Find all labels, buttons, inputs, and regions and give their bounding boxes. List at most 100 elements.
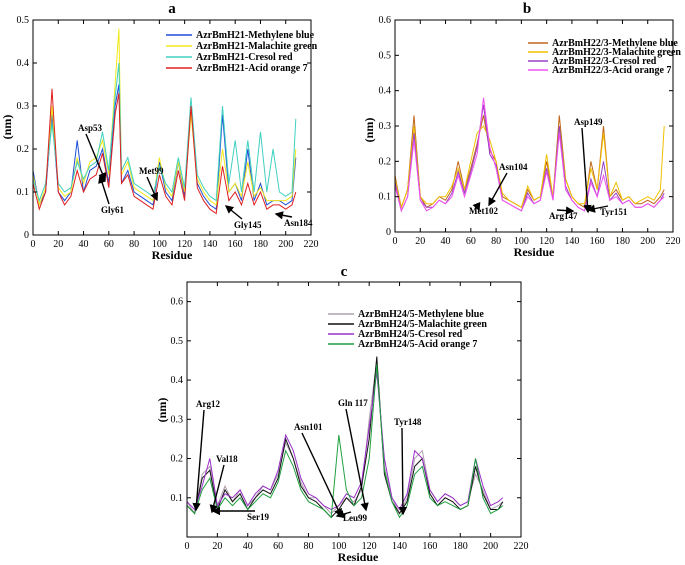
x-tick-label: 60 (273, 541, 283, 552)
y-tick-label: 0.6 (171, 297, 184, 308)
x-tick-label: 120 (177, 239, 192, 250)
y-tick-label: 0.3 (171, 414, 184, 425)
x-tick-label: 220 (666, 236, 681, 247)
y-tick-label: 0.4 (17, 58, 30, 69)
x-axis-label: Residue (514, 245, 555, 259)
annotation-label: Tyr148 (394, 417, 422, 427)
annotation-label: Met99 (139, 166, 164, 176)
annotation-label: Asp53 (78, 123, 103, 133)
annotation-arrow (146, 176, 159, 202)
x-tick-label: 180 (453, 541, 468, 552)
annotation-arrow (581, 127, 592, 214)
series-line-0-3 (33, 88, 297, 215)
legend-entry: AzrBmH22/3-Methylene blue (552, 38, 678, 49)
annotation-label: Asn184 (284, 218, 313, 228)
legend-entry: AzrBmH22/3-Acid orange 7 (552, 65, 671, 76)
series-line-1-1 (395, 125, 665, 210)
x-tick-label: 160 (228, 239, 243, 250)
x-tick-label: 100 (152, 239, 167, 250)
x-axis-label: Residue (152, 248, 193, 262)
y-tick-label: 0.1 (379, 192, 392, 203)
y-tick-label: 0.1 (171, 493, 184, 504)
y-axis-label: (nm) (155, 398, 169, 423)
x-tick-label: 20 (415, 236, 425, 247)
annotation-arrow (301, 432, 342, 518)
y-tick-label: 0.5 (171, 336, 184, 347)
annotation-label: Tyr151 (600, 207, 628, 217)
y-tick-label: 0 (386, 227, 391, 238)
panel-c: 0 20 40 60 80 100 120 140 160 180 200 220 0.1 0.2 0.3 0… (155, 264, 529, 564)
x-tick-label: 80 (491, 236, 501, 247)
x-tick-label: 160 (590, 236, 605, 247)
panel-a: 0 20 40 60 80 100 120 140 160 180 200 220 0 0.1 0.2 0.3… (0, 1, 319, 262)
legend-entry: AzrBmH22/3-Malachite green (552, 47, 681, 58)
x-tick-label: 60 (466, 236, 476, 247)
x-tick-label: 140 (392, 541, 407, 552)
y-tick-label: 0.2 (379, 156, 392, 167)
x-tick-label: 0 (31, 239, 36, 250)
annotation-label: Gly61 (101, 205, 125, 215)
panel-label: a (168, 1, 176, 17)
annotation-arrow (335, 510, 352, 519)
annotation-label: Arg12 (196, 399, 220, 409)
annotation-arrow (586, 204, 609, 213)
legend-entry: AzrBmH24/5-Malachite green (358, 319, 487, 330)
y-axis-label: (nm) (0, 115, 14, 140)
legend-entry: AzrBmH21-Acid orange 7 (196, 63, 308, 74)
annotation-label: Asn101 (294, 422, 323, 432)
y-tick-label: 0.3 (17, 101, 30, 112)
annotation-label: Ser19 (247, 512, 269, 522)
annotation-arrow (488, 172, 508, 207)
x-tick-label: 180 (615, 236, 630, 247)
y-tick-label: 0.5 (17, 15, 30, 26)
series-line-2-1 (187, 356, 504, 519)
annotation-arrow (224, 205, 243, 220)
x-tick-label: 80 (303, 541, 313, 552)
y-tick-label: 0.6 (379, 15, 392, 26)
x-tick-label: 120 (539, 236, 554, 247)
x-tick-label: 20 (53, 239, 63, 250)
y-tick-label: 0.2 (17, 144, 30, 155)
y-tick-label: 0 (24, 230, 29, 241)
x-tick-label: 20 (212, 541, 222, 552)
plot-frame (32, 19, 312, 236)
annotation-arrow (209, 464, 225, 514)
annotation-label: Leu99 (343, 513, 368, 523)
annotation-label: Gly145 (234, 220, 262, 230)
panel-label: b (523, 1, 531, 17)
x-tick-label: 120 (362, 541, 377, 552)
x-tick-label: 140 (202, 239, 217, 250)
annotation-arrow (345, 408, 369, 512)
x-tick-label: 140 (564, 236, 579, 247)
legend-entry: AzrBmH24/5-Cresol red (358, 329, 463, 340)
panel-label: c (341, 264, 348, 280)
annotation-label: Arg147 (549, 211, 578, 221)
x-tick-label: 100 (331, 541, 346, 552)
x-tick-label: 0 (185, 541, 190, 552)
x-tick-label: 100 (514, 236, 529, 247)
x-tick-label: 160 (422, 541, 437, 552)
series-line-1-2 (395, 104, 665, 213)
x-tick-label: 200 (278, 239, 293, 250)
x-axis-label: Residue (338, 550, 379, 564)
annotation-arrow (472, 201, 481, 212)
x-tick-label: 180 (253, 239, 268, 250)
legend-entry: AzrBmH24/5-Acid orange 7 (358, 339, 477, 350)
legend-entry: AzrBmH21-Malachite green (196, 41, 318, 52)
x-tick-label: 200 (640, 236, 655, 247)
y-tick-label: 0.4 (379, 86, 392, 97)
annotation-label: Met102 (469, 206, 498, 216)
annotation-label: Val18 (216, 454, 238, 464)
x-tick-label: 220 (514, 541, 529, 552)
plot-frame (186, 281, 522, 538)
series-line-2-3 (187, 364, 504, 519)
annotation-label: Gln 117 (338, 398, 368, 408)
annotation-arrow (192, 409, 205, 512)
x-tick-label: 40 (79, 239, 89, 250)
annotation-arrow (556, 206, 575, 215)
legend-entry: AzrBmH21-Methylene blue (196, 30, 315, 41)
y-axis-label: (nm) (362, 118, 376, 143)
annotation-label: Asn104 (499, 162, 528, 172)
panel-b: 0 20 40 60 80 100 120 140 160 180 200 220 0 0.1 0.2 0.3… (362, 1, 681, 259)
legend-entry: AzrBmH24/5-Methylene blue (358, 309, 484, 320)
